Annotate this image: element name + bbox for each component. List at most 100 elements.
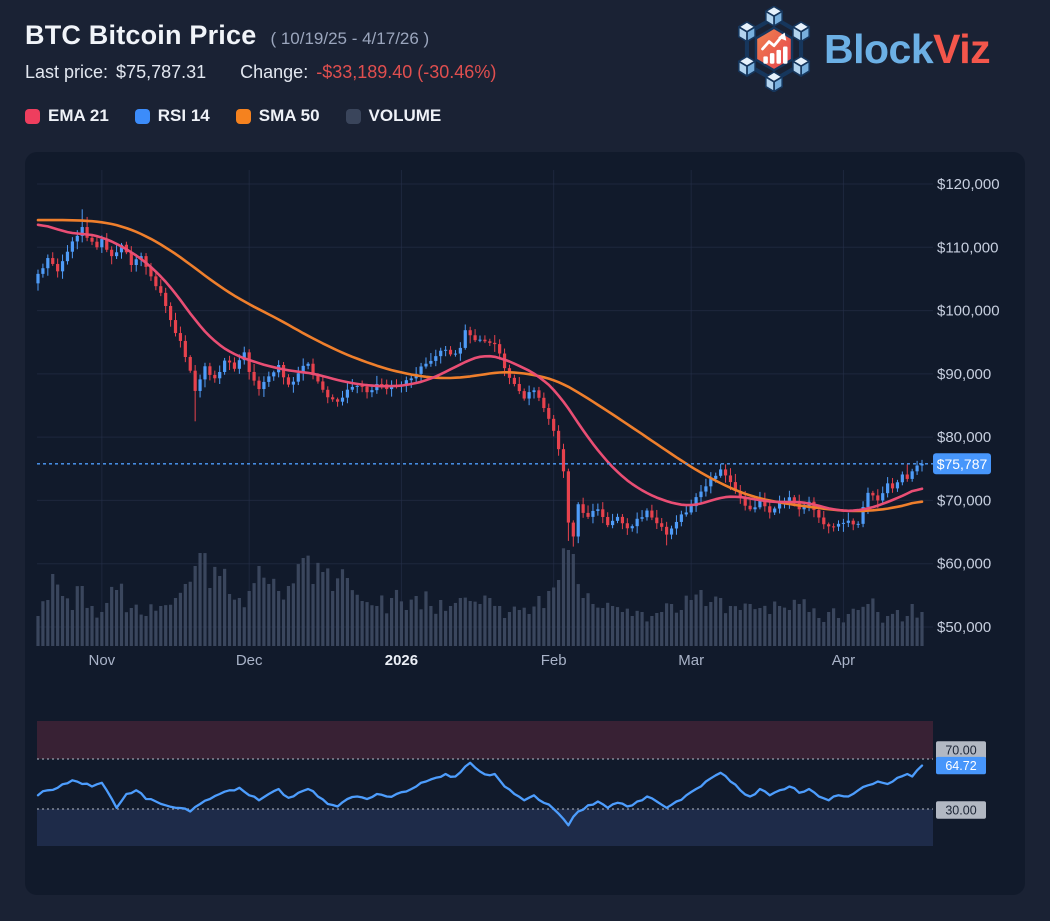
candle — [223, 360, 227, 372]
volume-bar — [782, 607, 787, 646]
legend-item-ema-21[interactable]: EMA 21 — [25, 106, 109, 126]
candle — [218, 371, 222, 379]
candle — [306, 363, 310, 366]
volume-bar — [169, 604, 173, 646]
candle — [380, 383, 384, 385]
volume-bar — [198, 553, 202, 646]
volume-bar — [547, 591, 551, 646]
candle — [547, 408, 551, 419]
volume-bar — [340, 569, 345, 646]
volume-bar — [463, 597, 467, 646]
candle — [679, 514, 683, 522]
candle — [640, 517, 644, 519]
candle — [95, 241, 99, 248]
candle — [498, 344, 502, 354]
candle — [905, 474, 909, 479]
candle — [596, 509, 600, 511]
candle — [164, 292, 168, 306]
candle — [65, 251, 70, 262]
logo-cubes — [737, 6, 811, 92]
volume-bar — [527, 614, 531, 646]
legend-item-volume[interactable]: VOLUME — [345, 106, 441, 126]
volume-bar — [606, 602, 610, 646]
volume-bar — [444, 610, 448, 646]
volume-bar — [802, 599, 806, 646]
candle — [601, 509, 605, 517]
candle — [861, 507, 865, 524]
candle — [203, 366, 207, 380]
volume-bar — [85, 607, 89, 646]
volume-bar — [41, 601, 45, 646]
volume-bar — [375, 606, 379, 646]
volume-bar — [689, 600, 693, 646]
volume-bar — [768, 614, 772, 646]
candle — [611, 520, 615, 526]
logo-chart-glyph — [761, 32, 788, 64]
volume-bar — [498, 606, 502, 646]
candle — [910, 471, 914, 479]
candle — [149, 266, 153, 277]
axis-label: 64.72 — [945, 759, 976, 773]
candle — [620, 516, 625, 524]
candle — [895, 482, 900, 489]
candle — [75, 235, 79, 242]
candle — [478, 339, 482, 341]
candle — [532, 390, 536, 393]
candle — [360, 385, 364, 387]
chart-card: $75,787 $120,000 $110,000 $100,000 $90,000 $8… — [25, 152, 1025, 895]
volume-bar — [46, 600, 50, 646]
volume-bar — [733, 606, 737, 646]
volume-bar — [385, 613, 389, 646]
volume-bar — [827, 612, 831, 646]
candle — [704, 486, 708, 492]
axis-label: $80,000 — [937, 429, 991, 446]
candle — [581, 504, 585, 513]
candle — [114, 252, 119, 257]
legend-item-rsi-14[interactable]: RSI 14 — [134, 106, 210, 126]
volume-bar — [154, 610, 158, 646]
volume-bar — [468, 601, 472, 646]
volume-bar — [301, 558, 305, 646]
candle — [630, 526, 634, 529]
volume-bar — [473, 601, 477, 646]
volume-bar — [75, 586, 79, 646]
candle — [100, 239, 104, 248]
price-summary: Last price: $75,787.31 Change: -$33,189.… — [25, 62, 496, 83]
axis-label: Nov — [89, 652, 116, 669]
volume-bar — [507, 612, 512, 646]
rsi-badge: 70.00 — [936, 741, 986, 759]
candle — [119, 244, 124, 253]
candle — [733, 482, 737, 491]
volume-bar — [110, 586, 114, 646]
candle — [836, 523, 841, 527]
candle — [576, 504, 580, 537]
candle — [522, 391, 526, 399]
volume-bar — [699, 590, 703, 646]
volume-bar — [434, 613, 438, 646]
candle — [635, 518, 639, 527]
volume-bar — [871, 598, 875, 646]
price-chart-canvas[interactable]: $75,787 $120,000 $110,000 $100,000 $90,000 $8… — [25, 152, 1025, 895]
legend-item-sma-50[interactable]: SMA 50 — [235, 106, 320, 126]
candle — [208, 366, 212, 375]
candle — [370, 390, 374, 393]
candle — [183, 340, 187, 358]
volume-bar — [665, 603, 669, 646]
volume-bar — [650, 616, 654, 646]
candle — [753, 507, 757, 510]
candle — [335, 399, 340, 402]
candle — [645, 510, 649, 518]
volume-bar — [728, 606, 733, 646]
candle — [51, 258, 55, 264]
candle — [365, 386, 369, 393]
volume-bar — [237, 598, 241, 646]
volume-bar — [399, 601, 404, 646]
legend-label: RSI 14 — [157, 106, 210, 125]
volume-bar — [714, 596, 718, 646]
axis-label: $70,000 — [937, 492, 991, 509]
volume-bar — [719, 598, 723, 646]
volume-bar — [213, 566, 217, 646]
volume-bar — [380, 595, 384, 646]
volume-bars — [36, 548, 924, 646]
volume-bar — [493, 605, 497, 646]
